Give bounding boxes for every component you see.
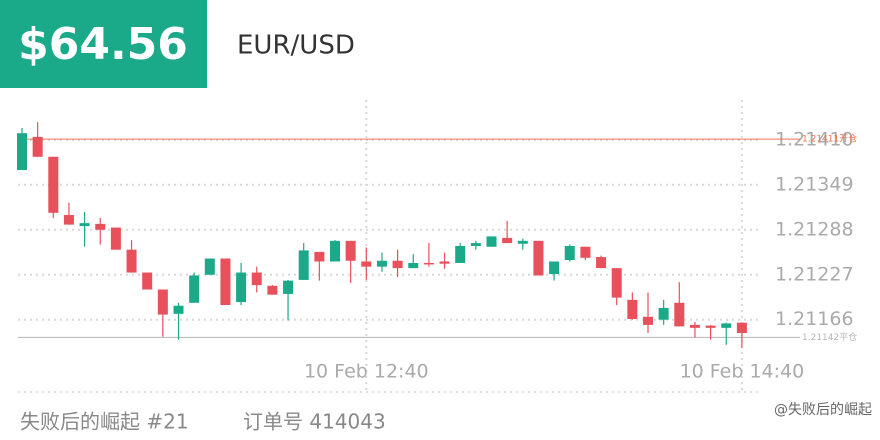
candle-body — [736, 322, 747, 334]
candle-body — [564, 246, 575, 261]
candle-body — [283, 280, 294, 294]
candle-body — [705, 325, 716, 328]
chart: 1.21410 1.21349 1.21288 1.21227 1.21166 10 Fe… — [17, 100, 857, 393]
candle-body — [627, 299, 638, 319]
candle-body — [142, 272, 153, 290]
candle-body — [173, 305, 184, 314]
candle-body — [580, 246, 591, 258]
candle-body — [110, 227, 121, 250]
candle-body — [32, 136, 43, 157]
candle-body — [189, 275, 200, 303]
candle-body — [204, 258, 215, 275]
candle-body — [126, 249, 137, 273]
reference-label: 1.21411开仓 — [802, 133, 857, 145]
candle-body — [658, 307, 669, 320]
candle-body — [611, 268, 622, 298]
candle-body — [517, 240, 528, 244]
candle-body — [392, 260, 403, 269]
candle-body — [79, 223, 90, 227]
x-tick-label: 10 Feb 12:40 — [304, 361, 429, 383]
candle-body — [330, 240, 340, 262]
candle-body — [643, 316, 653, 325]
symbol: EUR/USD — [237, 31, 355, 61]
candle-body — [63, 215, 74, 225]
candle-body — [502, 237, 513, 244]
order-number: 订单号 414043 — [243, 410, 386, 434]
candle-body — [157, 289, 168, 315]
y-tick-label: 1.21410 — [775, 128, 854, 150]
y-tick-label: 1.21288 — [775, 218, 854, 240]
candle-body — [345, 240, 356, 261]
candle-body — [549, 261, 560, 275]
candle-body — [470, 243, 481, 246]
candle-body — [95, 223, 106, 230]
reference-label: 1.21142平仓 — [802, 331, 857, 343]
watermark: @失败后的崛起 — [774, 402, 872, 418]
candle-body — [689, 324, 700, 328]
account: 失败后的崛起 #21 — [20, 410, 189, 434]
candle-body — [298, 250, 309, 280]
y-tick-label: 1.21227 — [775, 263, 854, 285]
candle-body — [376, 260, 387, 267]
candle-body — [361, 261, 372, 267]
candle-body — [596, 257, 607, 269]
candle-body — [423, 262, 434, 265]
candle-body — [48, 156, 59, 213]
x-tick-label: 10 Feb 14:40 — [680, 361, 805, 383]
candle-body — [455, 246, 466, 263]
candle-body — [236, 272, 247, 303]
y-tick-label: 1.21166 — [775, 308, 854, 330]
amount-badge — [0, 0, 207, 88]
candle-body — [251, 272, 262, 286]
candle-body — [220, 258, 231, 305]
candle-body — [314, 251, 325, 262]
candle-body — [17, 133, 27, 171]
candle-body — [408, 262, 419, 269]
candle-body — [674, 302, 685, 327]
candle-body — [439, 261, 450, 264]
amount: $64.56 — [18, 19, 188, 70]
y-tick-label: 1.21349 — [775, 173, 854, 195]
candle-body — [721, 323, 732, 328]
candle-body — [533, 240, 544, 276]
candle-body — [486, 236, 497, 247]
candle-body — [267, 285, 278, 295]
